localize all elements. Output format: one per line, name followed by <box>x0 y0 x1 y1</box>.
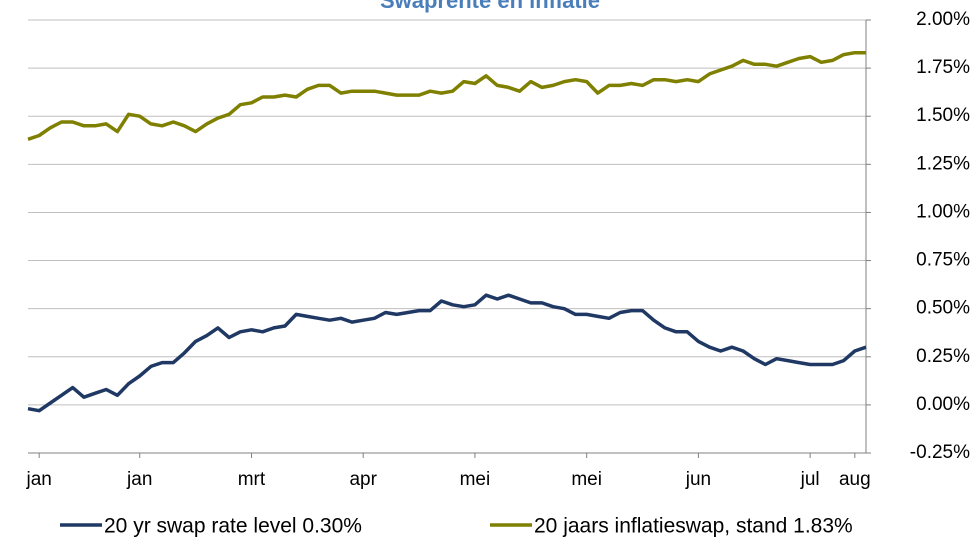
y-tick-label: 0.00% <box>916 394 970 415</box>
y-tick-label: 0.25% <box>916 346 970 367</box>
series-line <box>27 50 866 141</box>
chart-title: Swaprente en inflatie <box>380 0 600 13</box>
y-tick-label: -0.25% <box>910 442 970 463</box>
y-tick-label: 0.75% <box>916 250 970 271</box>
x-tick-label: mei <box>460 469 491 490</box>
x-tick-label: jan <box>126 469 152 490</box>
x-tick-label: jul <box>800 469 820 490</box>
legend-label: 20 jaars inflatieswap, stand 1.83% <box>534 515 853 538</box>
y-tick-label: 1.75% <box>916 57 970 78</box>
x-tick-label: aug <box>839 469 871 490</box>
y-tick-label: 0.50% <box>916 298 970 319</box>
legend-label: 20 yr swap rate level 0.30% <box>104 515 362 538</box>
x-tick-label: mei <box>571 469 602 490</box>
x-tick-label: apr <box>349 469 377 490</box>
series-line <box>27 293 867 413</box>
x-tick-label: mrt <box>238 469 266 490</box>
x-tick-label: jan <box>25 469 51 490</box>
x-tick-label: jun <box>685 469 711 490</box>
y-tick-label: 2.00% <box>916 9 970 30</box>
y-tick-label: 1.50% <box>916 105 970 126</box>
y-tick-label: 1.25% <box>916 153 970 174</box>
y-tick-label: 1.00% <box>916 201 970 222</box>
